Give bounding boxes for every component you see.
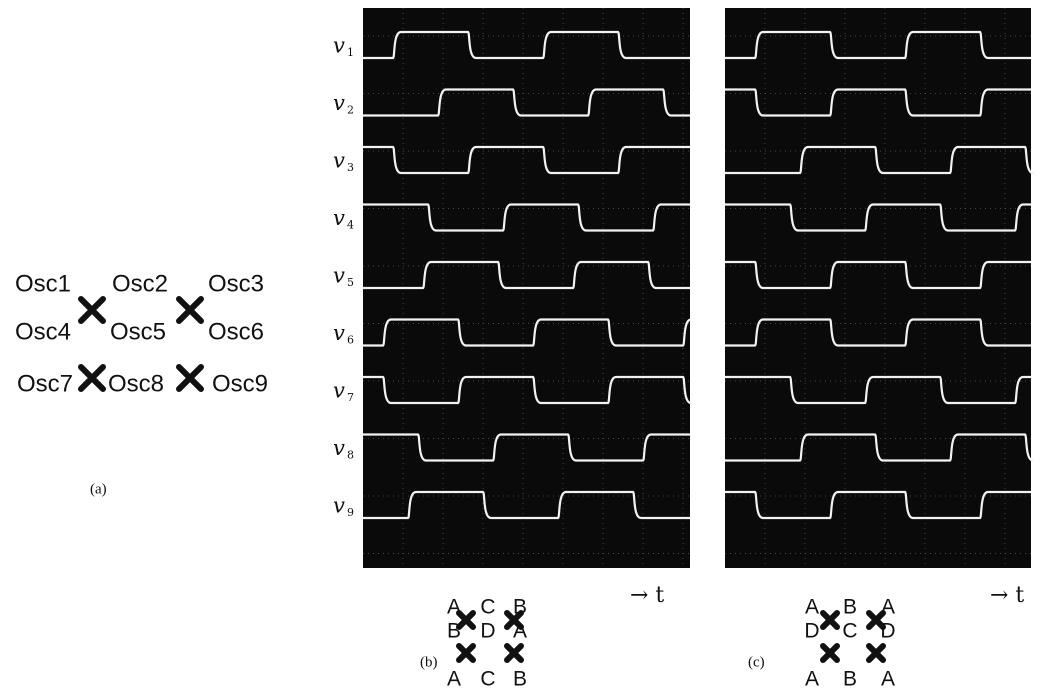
trace-index: 6 bbox=[347, 334, 354, 347]
trace-symbol: v bbox=[333, 264, 345, 288]
oscillator-label: Osc1 bbox=[15, 270, 71, 297]
node-letter: C bbox=[842, 620, 857, 643]
oscillator-label: Osc7 bbox=[17, 370, 73, 397]
oscillator-label: Osc2 bbox=[112, 270, 168, 297]
node-letter: C bbox=[480, 668, 495, 691]
node-letter: A bbox=[447, 668, 461, 691]
trace-index: 9 bbox=[347, 506, 354, 519]
trace-symbol: v bbox=[333, 149, 345, 173]
trace-index: 2 bbox=[347, 104, 354, 117]
caption: (a) bbox=[90, 481, 107, 497]
trace-symbol: v bbox=[333, 34, 345, 58]
node-letter: A bbox=[805, 596, 819, 619]
trace-symbol: v bbox=[333, 91, 345, 115]
trace-symbol: v bbox=[333, 436, 345, 460]
trace-symbol: v bbox=[333, 379, 345, 403]
trace-index: 5 bbox=[347, 276, 354, 289]
node-letter: B bbox=[843, 668, 857, 691]
trace-symbol: v bbox=[333, 206, 345, 230]
trace-index: 4 bbox=[347, 219, 354, 232]
node-letter: D bbox=[804, 620, 819, 643]
caption: (c) bbox=[748, 654, 765, 670]
oscillator-label: Osc6 bbox=[208, 318, 264, 345]
oscillator-label: Osc9 bbox=[212, 370, 268, 397]
time-axis-label: → t bbox=[630, 583, 664, 608]
trace-index: 1 bbox=[347, 46, 354, 59]
figure: Osc1 Osc2 Osc3 Osc4 Osc5 Osc6 Osc7 Osc8 Osc9 (a) v… bbox=[0, 0, 1041, 692]
oscillator-label: Osc3 bbox=[208, 270, 264, 297]
trace-index: 3 bbox=[347, 161, 354, 174]
trace-index: 7 bbox=[347, 391, 354, 404]
time-axis-label: → t bbox=[990, 583, 1024, 608]
node-letter: D bbox=[480, 620, 495, 643]
oscillator-label: Osc8 bbox=[108, 370, 164, 397]
trace-index: 8 bbox=[347, 449, 354, 462]
trace-symbol: v bbox=[333, 321, 345, 345]
node-letter: C bbox=[480, 596, 495, 619]
oscillator-label: Osc4 bbox=[15, 318, 71, 345]
node-letter: B bbox=[843, 596, 857, 619]
node-letter: B bbox=[513, 668, 527, 691]
node-letter: A bbox=[805, 668, 819, 691]
node-letter: A bbox=[881, 668, 895, 691]
caption: (b) bbox=[420, 654, 438, 670]
oscillator-label: Osc5 bbox=[110, 318, 166, 345]
trace-symbol: v bbox=[333, 494, 345, 518]
